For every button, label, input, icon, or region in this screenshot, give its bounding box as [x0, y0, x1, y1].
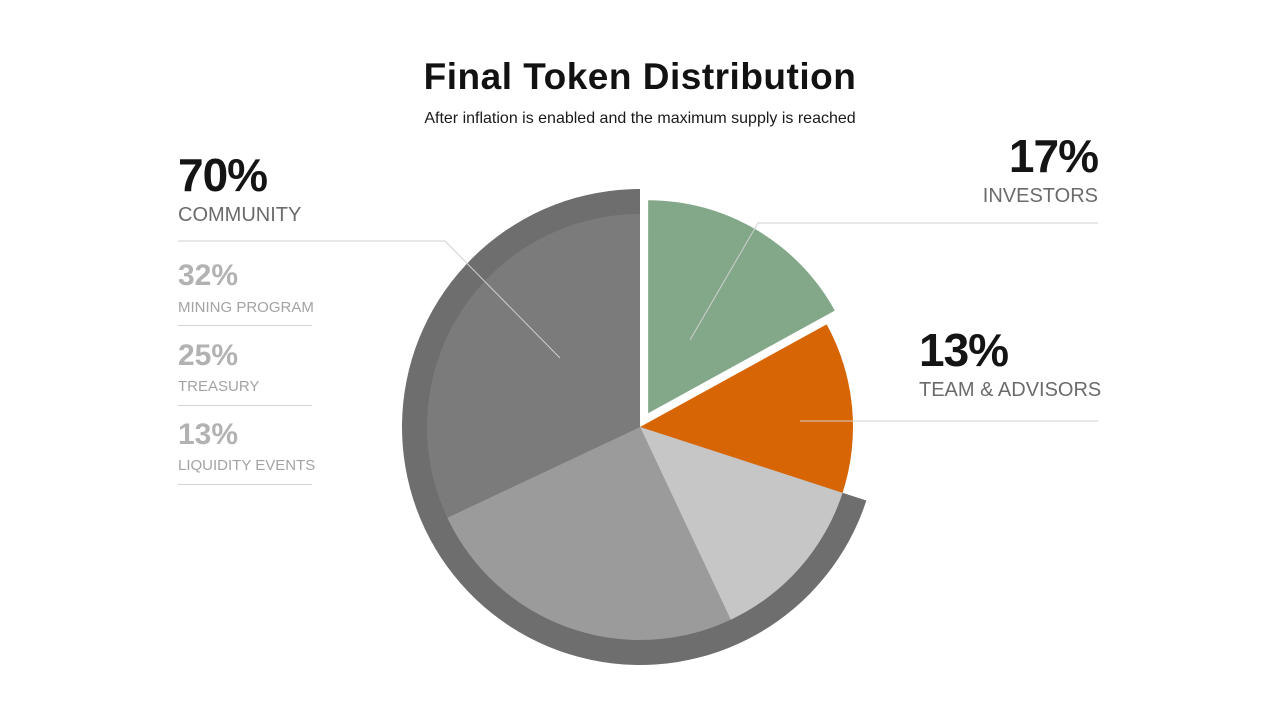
liquidity-events-label: LIQUIDITY EVENTS [178, 457, 316, 474]
pie-slice-treasury [447, 427, 731, 640]
pie-slice-investors [648, 200, 835, 414]
community-leader-line [178, 240, 561, 359]
pie-slice-mining-program [427, 214, 640, 518]
mining-program-label: MINING PROGRAM [178, 299, 314, 316]
team-advisors-label: TEAM & ADVISORS [919, 379, 1102, 401]
chart-title: Final Token Distribution [423, 56, 857, 97]
treasury-percent: 25% [178, 339, 239, 372]
pie-slice-liquidity-events [640, 427, 843, 620]
treasury-label: TREASURY [178, 378, 260, 395]
pie-slice-team-and-advisors [640, 324, 853, 493]
liquidity-events-divider [178, 484, 312, 485]
mining-program-percent: 32% [178, 259, 239, 292]
liquidity-events-percent: 13% [178, 418, 239, 451]
investors-percent: 17% [1008, 130, 1099, 182]
mining-program-divider [178, 325, 312, 326]
chart-subtitle: After inflation is enabled and the maxim… [424, 110, 856, 127]
treasury-divider [178, 405, 312, 406]
team-advisors-percent: 13% [919, 324, 1009, 376]
investors-leader-line [689, 222, 1098, 341]
investors-label: INVESTORS [982, 185, 1098, 207]
community-label: COMMUNITY [178, 204, 302, 226]
community-percent: 70% [178, 149, 268, 201]
